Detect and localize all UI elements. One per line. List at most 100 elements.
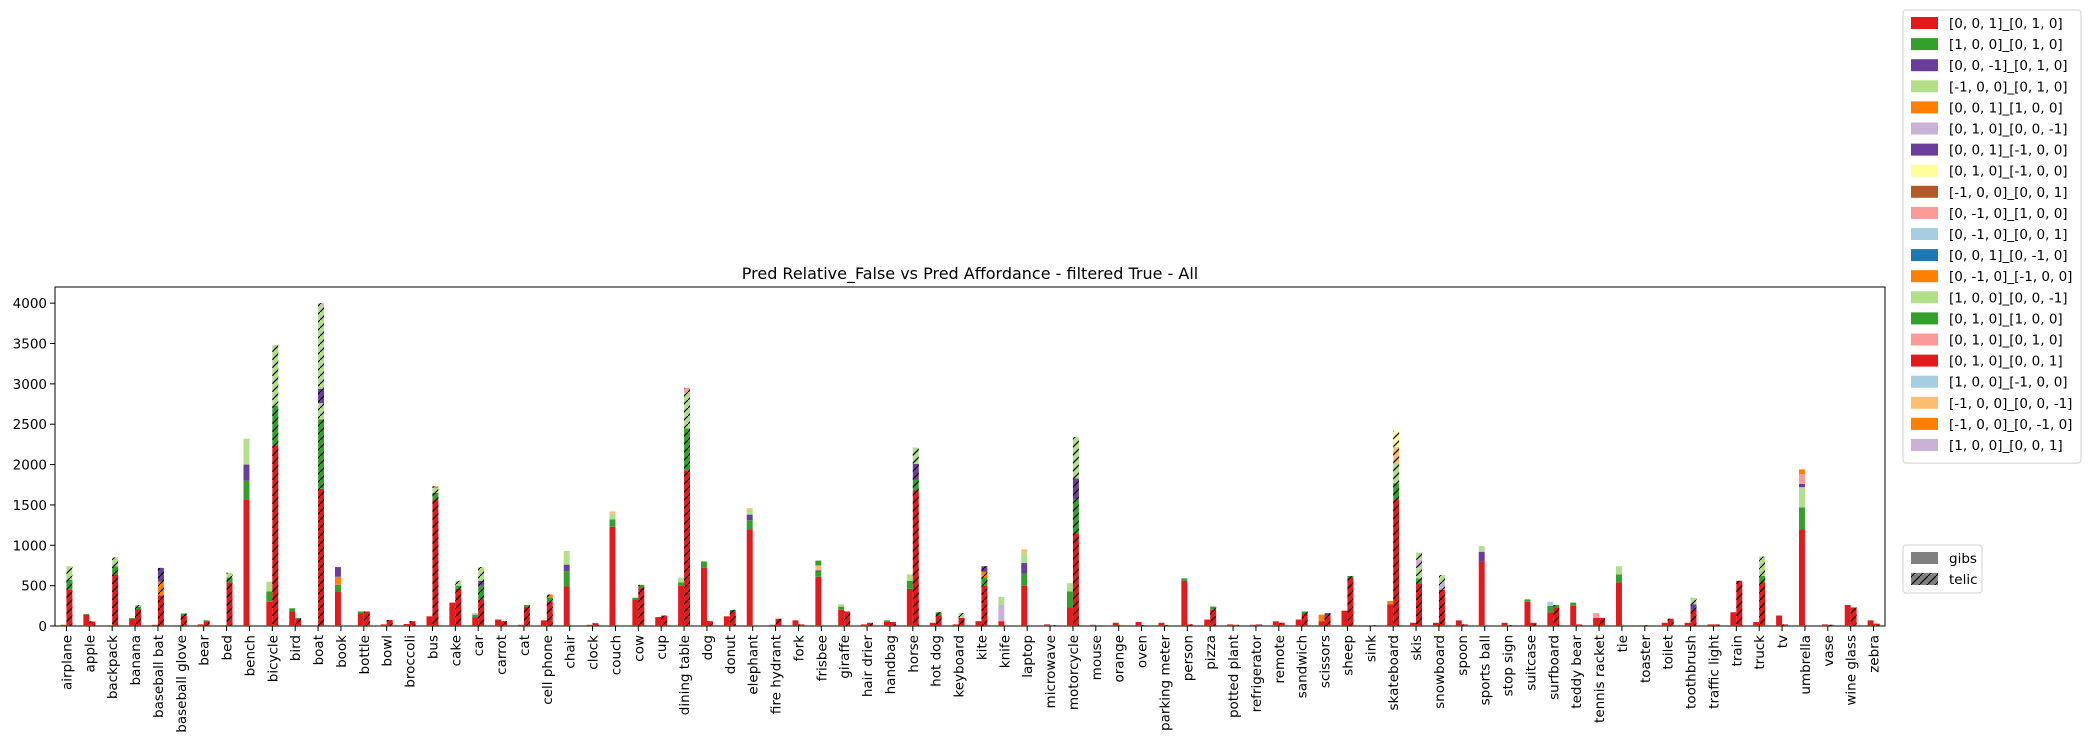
bar-hatch [1690, 597, 1697, 605]
x-tick-label: wine glass [1844, 635, 1860, 706]
bar-segment-gibs [1021, 573, 1028, 586]
x-tick-label: couch [608, 635, 624, 675]
x-tick-label: teddy bear [1569, 635, 1585, 709]
x-tick-label: mouse [1089, 635, 1105, 680]
x-tick-label: hair drier [860, 635, 876, 698]
legend-label: [0, 0, 1]_[0, 1, 0] [1949, 16, 2063, 32]
bar-hatch [226, 577, 233, 583]
bar-hatch [1438, 581, 1445, 590]
x-tick-label: potted plant [1226, 635, 1242, 718]
bar-segment-gibs [1181, 578, 1188, 581]
bar-segment-gibs [838, 606, 845, 610]
legend-label: [1, 0, 0]_[0, 0, 1] [1949, 438, 2063, 454]
x-tick-label: chair [563, 635, 579, 669]
bar-segment-gibs [1798, 507, 1805, 530]
bar-segment-gibs [792, 620, 799, 626]
x-tick-label: bicycle [265, 635, 281, 682]
hatch-legend-label: telic [1949, 572, 1978, 588]
bar-hatch [318, 488, 325, 626]
bar-hatch [455, 588, 462, 626]
x-tick-label: tennis racket [1592, 635, 1608, 723]
bar-hatch [889, 621, 896, 626]
y-tick-label: 500 [21, 579, 47, 595]
bar-segment-gibs [861, 624, 868, 626]
legend-label: [0, -1, 0]_[1, 0, 0] [1949, 206, 2068, 222]
bar-segment-gibs [1524, 599, 1531, 602]
bar-hatch [1416, 578, 1423, 584]
x-tick-label: skateboard [1386, 635, 1402, 710]
bar-hatch [1324, 613, 1331, 616]
bar-hatch [1759, 569, 1766, 576]
bar-segment-gibs [906, 574, 913, 581]
bar-segment-gibs [906, 588, 913, 626]
x-tick-label: orange [1112, 635, 1128, 683]
bar-hatch [226, 582, 233, 626]
x-tick-label: airplane [59, 635, 75, 690]
bar-hatch [272, 345, 279, 394]
bar-segment-gibs [243, 499, 250, 626]
bar-hatch [798, 624, 805, 626]
bar-hatch [912, 447, 919, 464]
bar-segment-gibs [289, 608, 296, 612]
bar-segment-gibs [1684, 622, 1691, 626]
bar-hatch [1072, 437, 1079, 479]
bar-segment-gibs [1249, 624, 1256, 626]
bar-hatch [157, 595, 164, 626]
bar-segment-gibs [815, 576, 822, 626]
bar-hatch [1072, 533, 1079, 626]
legend-label: [0, 0, -1]_[0, 1, 0] [1949, 58, 2068, 74]
x-tick-label: dining table [677, 635, 693, 715]
bar-segment-gibs [998, 605, 1005, 622]
y-tick-label: 2500 [13, 417, 47, 433]
bar-hatch [1416, 559, 1423, 568]
bar-segment-gibs [1615, 566, 1622, 575]
x-tick-label: donut [723, 635, 739, 674]
bar-hatch [135, 609, 142, 626]
bar-segment-gibs [1661, 622, 1668, 626]
x-tick-label: suitcase [1523, 635, 1539, 691]
x-tick-label: bottle [357, 635, 373, 674]
bar-hatch [1141, 625, 1148, 626]
hatch-legend-swatch [1911, 552, 1938, 564]
x-tick-label: elephant [746, 635, 762, 695]
bar-segment-gibs [1021, 549, 1028, 554]
x-tick-label: apple [82, 635, 98, 672]
x-tick-label: truck [1752, 635, 1768, 670]
bar-segment-gibs [1478, 546, 1485, 552]
x-tick-label: cell phone [540, 635, 556, 705]
bar-segment-gibs [517, 624, 524, 626]
bar-segment-gibs [838, 609, 845, 626]
bar-hatch [1599, 617, 1606, 626]
legend-swatch [1911, 143, 1938, 156]
bar-segment-gibs [1524, 601, 1531, 626]
bar-hatch [66, 566, 73, 580]
bar-hatch [1553, 607, 1560, 626]
legend-swatch [1911, 291, 1938, 304]
x-tick-label: laptop [1020, 635, 1036, 678]
bar-hatch [1301, 613, 1308, 626]
bar-segment-gibs [1547, 601, 1554, 606]
x-tick-label: pizza [1203, 635, 1219, 670]
bar-segment-gibs [952, 624, 959, 626]
bar-hatch [867, 622, 874, 626]
bar-segment-gibs [746, 509, 753, 515]
legend-swatch [1911, 80, 1938, 93]
bar-hatch [1553, 605, 1560, 608]
bar-segment-gibs [1501, 622, 1508, 626]
bar-segment-gibs [266, 581, 273, 592]
bar-segment-gibs [403, 623, 410, 626]
bar-segment-gibs [1615, 574, 1622, 583]
x-tick-label: kite [974, 635, 990, 660]
bar-hatch [478, 599, 485, 626]
bar-hatch [1233, 624, 1240, 626]
bar-segment-gibs [1844, 605, 1851, 626]
bar-segment-gibs [838, 604, 845, 607]
bar-segment-gibs [243, 438, 250, 465]
legend-swatch [1911, 38, 1938, 51]
bar-hatch [89, 621, 96, 626]
bar-segment-gibs [1570, 605, 1577, 626]
x-tick-label: cup [654, 635, 670, 660]
bar-hatch [1210, 609, 1217, 626]
bar-hatch [592, 623, 599, 626]
bar-segment-gibs [998, 621, 1005, 626]
